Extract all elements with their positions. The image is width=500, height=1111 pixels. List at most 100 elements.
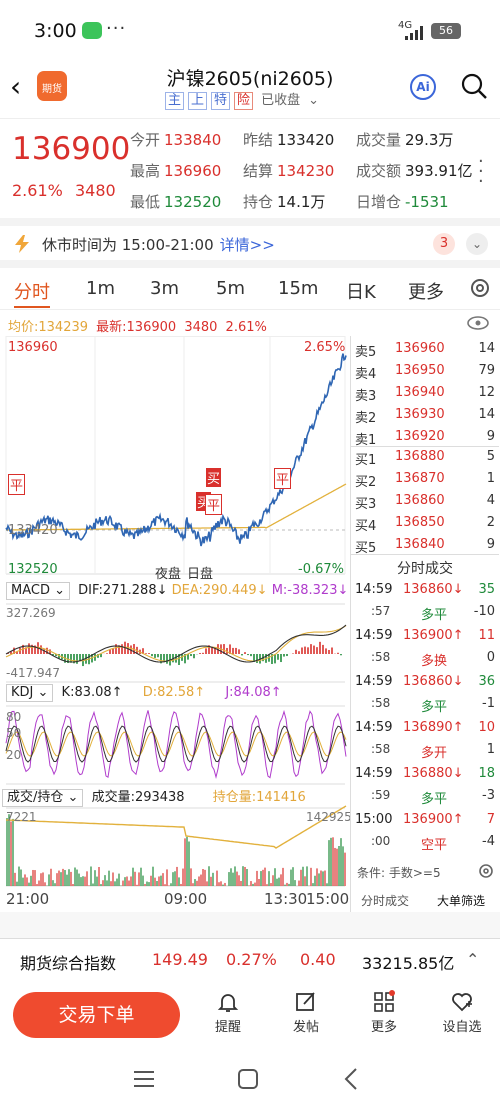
add-watchlist-button[interactable]: 设自选 [432,990,492,1035]
big-order-tab[interactable]: 大单筛选 [437,894,486,908]
eye-icon[interactable] [466,314,490,332]
back-icon[interactable]: ‹ [10,70,22,103]
app-logo: 期货 [37,71,67,101]
chart-mid-price: 133420 [8,523,58,538]
tick-volume: 11 [478,628,495,643]
ask-level[interactable]: 卖4 136950 79 [351,360,499,382]
notice-count-badge[interactable]: 3 [433,233,455,255]
level-price: 136950 [395,363,445,378]
index-amount: 33215.85亿 [362,954,455,973]
index-change: 0.40 [300,950,336,969]
tab-more[interactable]: 更多 [408,282,444,303]
more-vertical-icon[interactable]: · · · [478,151,484,192]
time-axis: 21:00 09:00 13:30 15:00 [0,888,350,910]
marker-close-mid[interactable]: 平 [205,494,223,515]
grid-icon [374,990,395,1012]
chart-canvas[interactable] [0,336,350,888]
kdj-d-line [5,731,347,757]
bid-level[interactable]: 买5 136840 9 [351,534,499,556]
index-name: 期货综合指数 [20,954,117,973]
tag-special[interactable]: 特 [211,92,231,110]
chevron-down-icon[interactable]: ⌄ [308,93,319,108]
marker-buy[interactable]: 买 [206,468,222,487]
level-name: 卖1 [355,433,377,448]
tick-row[interactable]: 14:59:58 136900↑ 11 多换 0 [351,626,499,672]
futures-index-bar[interactable]: 期货综合指数 149.49 0.27% 0.40 33215.85亿 ⌃ [0,938,500,982]
marker-close-right[interactable]: 平 [274,468,292,489]
level-volume: 79 [478,363,495,378]
ask-level[interactable]: 卖5 136960 14 [351,338,499,360]
intraday-chart[interactable]: 136960 2.65% 133420 132520 -0.67% 夜盘 日盘 … [0,336,352,888]
bid-level[interactable]: 买3 136860 4 [351,490,499,512]
alert-button[interactable]: 提醒 [198,990,258,1035]
tick-time: 14:59 [355,720,393,735]
home-icon[interactable] [238,1069,258,1089]
bid-level[interactable]: 买1 136880 5 [351,446,499,468]
chevron-up-icon[interactable]: ⌃ [466,950,480,969]
level-price: 136860 [395,493,445,508]
kdj-selector[interactable]: KDJ ⌄ [6,684,54,702]
quote-field: 最低 132520 [130,191,221,212]
market-notice[interactable]: 休市时间为 15:00-21:00 详情>> 3 ⌄ [0,226,500,260]
battery-icon: 56 [431,23,461,39]
recents-icon[interactable] [134,1070,154,1088]
bid-level[interactable]: 买2 136870 1 [351,468,499,490]
axis-end: 15:00 [306,890,350,908]
gear-icon[interactable] [477,862,495,880]
tick-row[interactable]: 15:00:00 136900↑ 7 空平 -4 [351,810,499,856]
bell-icon [217,994,239,1012]
tab-3m[interactable]: 3m [150,278,179,299]
level-name: 卖2 [355,411,377,426]
tick-row[interactable]: 14:59:57 136860↓ 35 多平 -10 [351,580,499,626]
level-volume: 4 [486,493,495,508]
tab-daily[interactable]: 日K [346,282,376,303]
quote-field-value: 133840 [164,131,222,149]
marker-close-left[interactable]: 平 [8,474,26,495]
gear-icon[interactable] [468,276,492,300]
level-name: 买2 [355,475,377,490]
bid-level[interactable]: 买4 136850 2 [351,512,499,534]
post-button[interactable]: 发帖 [276,990,336,1035]
kdj-j-line [5,709,347,779]
tag-exchange[interactable]: 上 [188,92,208,110]
macd-name: MACD [11,583,50,598]
page-title[interactable]: 沪镍2605(ni2605) [166,68,334,90]
top-nav: ‹ 期货 沪镍2605(ni2605) 主 上 特 险 已收盘 ⌄ Ai [0,56,500,118]
chevron-down-icon[interactable]: ⌄ [466,233,488,255]
tab-5m[interactable]: 5m [216,278,245,299]
tick-volume: 36 [478,674,495,689]
tab-15m[interactable]: 15m [278,278,319,299]
open-interest: 持仓量:141416 [212,790,306,805]
trade-order-button[interactable]: 交易下单 [13,992,180,1038]
tick-row[interactable]: 14:59:59 136880↓ 18 多平 -3 [351,764,499,810]
axis-start: 21:00 [6,890,50,908]
search-icon[interactable] [460,72,488,100]
level-volume: 2 [486,515,495,530]
macd-dif-line [5,624,347,663]
change-value: 3480 [75,181,116,200]
notice-detail-link[interactable]: 详情>> [219,236,275,254]
tick-row[interactable]: 14:59:58 136860↓ 36 多平 -1 [351,672,499,718]
tick-oi-change: -10 [473,604,495,619]
ai-assistant-icon[interactable]: Ai [410,74,436,100]
market-state[interactable]: 已收盘 [261,93,301,108]
volume-selector[interactable]: 成交/持仓 ⌄ [2,789,84,807]
back-nav-icon[interactable] [344,1068,358,1090]
tag-main[interactable]: 主 [165,92,185,110]
tick-volume: 18 [478,766,495,781]
axis-day-start: 09:00 [164,890,208,908]
lightning-icon [15,235,29,253]
tab-intraday[interactable]: 分时 [14,282,50,303]
ask-level[interactable]: 卖1 136920 9 [351,426,499,448]
tag-risk[interactable]: 险 [234,92,254,110]
ask-level[interactable]: 卖3 136940 12 [351,382,499,404]
tab-1m[interactable]: 1m [86,278,115,299]
kdj-header: KDJ ⌄ K:83.08↑ D:82.58↑ J:84.08↑ [0,684,350,704]
macd-selector[interactable]: MACD ⌄ [6,582,70,600]
ask-level[interactable]: 卖2 136930 14 [351,404,499,426]
ticks-tab[interactable]: 分时成交 [361,894,410,908]
quote-field-value: 29.3万 [405,131,454,149]
kdj-k: K:83.08↑ [61,685,123,700]
more-button[interactable]: 更多 [354,990,414,1035]
tick-row[interactable]: 14:59:58 136890↑ 10 多开 1 [351,718,499,764]
